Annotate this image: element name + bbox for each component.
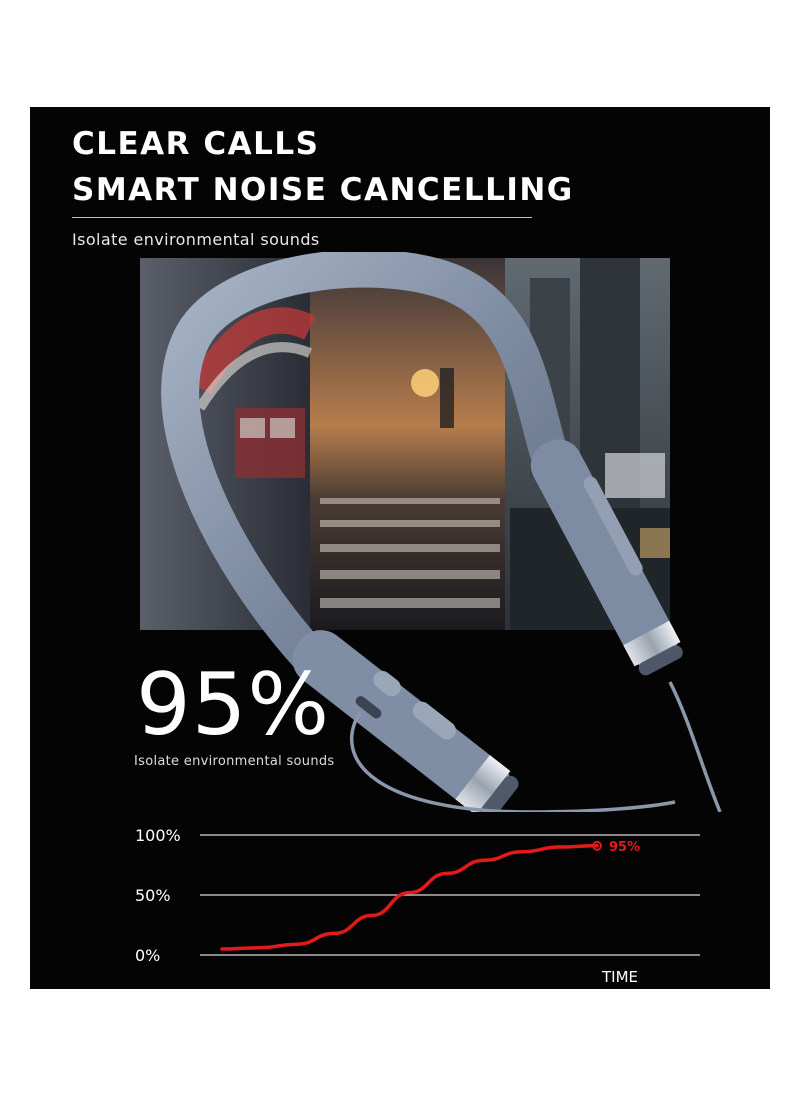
series-line-0 (220, 844, 599, 951)
headline-line-2: SMART NOISE CANCELLING (72, 172, 574, 208)
headline-subtitle: Isolate environmental sounds (72, 230, 320, 249)
series-end-marker-0 (592, 840, 602, 851)
noise-isolation-caption: Isolate environmental sounds (134, 754, 335, 769)
product-banner: CLEAR CALLS SMART NOISE CANCELLING Isola… (30, 107, 770, 989)
y-tick-label-50: 50% (135, 886, 171, 905)
headline: CLEAR CALLS SMART NOISE CANCELLING (72, 121, 574, 213)
x-axis-label: TIME (601, 968, 638, 986)
neckband-headphones-illustration (161, 252, 722, 812)
y-tick-label-100: 100% (135, 826, 181, 845)
headline-divider (72, 217, 532, 218)
series-end-label-0: 95% (609, 840, 640, 855)
headline-line-1: CLEAR CALLS (72, 126, 320, 162)
noise-isolation-percentage: 95% (136, 655, 331, 755)
y-tick-label-0: 0% (135, 946, 160, 965)
noise-reduction-chart: 0% 50% 100% TIME 95% (135, 826, 700, 986)
